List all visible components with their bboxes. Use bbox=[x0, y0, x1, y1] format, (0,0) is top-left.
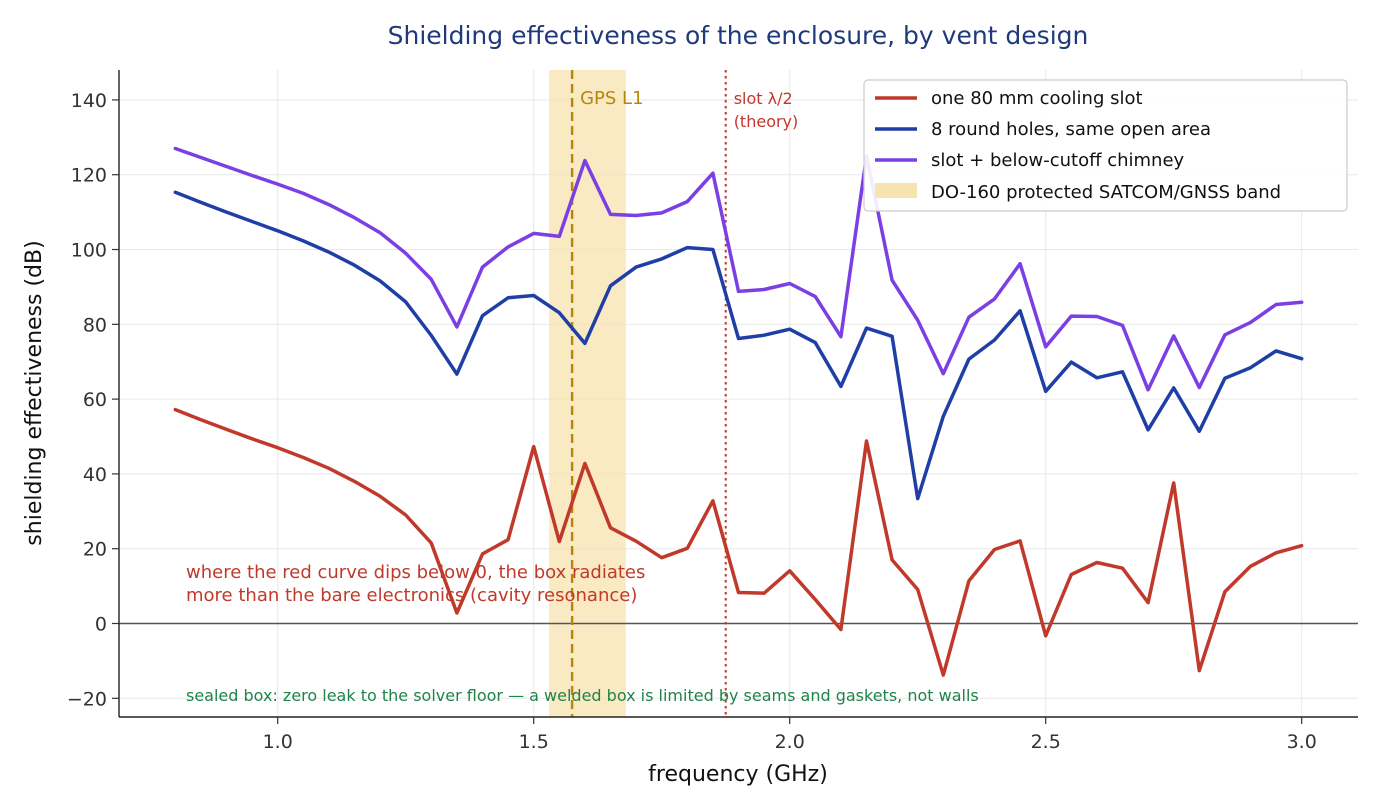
ticks: 1.0 1.5 2.0 2.5 3.0 −20 0 20 40 60 80 100 120 140 bbox=[67, 90, 1317, 753]
legend: one 80 mm cooling slot 8 round holes, sa… bbox=[863, 79, 1348, 212]
y-axis-label: shielding effectiveness (dB) bbox=[22, 240, 47, 545]
x-tick-label: 1.5 bbox=[519, 731, 549, 753]
legend-box bbox=[863, 79, 1348, 212]
y-tick-label: 40 bbox=[83, 464, 107, 486]
chart-title: Shielding effectiveness of the enclosure… bbox=[388, 21, 1089, 50]
red-curve-note-line-2: more than the bare electronics (cavity r… bbox=[186, 585, 637, 606]
y-tick-label: 20 bbox=[83, 539, 107, 561]
series-line-single-slot bbox=[173, 407, 1304, 677]
x-axis-label: frequency (GHz) bbox=[648, 762, 828, 787]
x-tick-label: 1.0 bbox=[263, 731, 293, 753]
protected-band bbox=[549, 70, 626, 717]
annotations: where the red curve dips below 0, the bo… bbox=[186, 88, 979, 705]
y-tick-label: 0 bbox=[95, 614, 107, 636]
y-tick-label: 120 bbox=[71, 165, 107, 187]
axes bbox=[118, 70, 1358, 718]
protected-band-rect bbox=[549, 70, 626, 717]
series-lines bbox=[173, 146, 1304, 677]
y-tick-label: 100 bbox=[71, 240, 107, 262]
x-tick-label: 2.5 bbox=[1031, 731, 1061, 753]
legend-swatch-band bbox=[875, 183, 917, 198]
slot-half-wave-label-line-1: slot λ/2 bbox=[734, 89, 793, 108]
legend-label-chimney: slot + below-cutoff chimney bbox=[931, 150, 1185, 171]
x-tick-label: 3.0 bbox=[1287, 731, 1317, 753]
series-line-chimney bbox=[173, 146, 1304, 392]
red-curve-note-line-1: where the red curve dips below 0, the bo… bbox=[186, 562, 645, 583]
y-tick-label: 140 bbox=[71, 90, 107, 112]
gps-l1-label: GPS L1 bbox=[580, 88, 643, 109]
x-tick-label: 2.0 bbox=[775, 731, 805, 753]
slot-half-wave-label-line-2: (theory) bbox=[734, 112, 799, 131]
y-tick-label: 80 bbox=[83, 314, 107, 336]
sealed-box-note: sealed box: zero leak to the solver floo… bbox=[186, 686, 979, 705]
reference-lines bbox=[570, 70, 727, 717]
y-tick-label: −20 bbox=[67, 688, 107, 710]
legend-label-band: DO-160 protected SATCOM/GNSS band bbox=[931, 182, 1281, 203]
y-tick-label: 60 bbox=[83, 389, 107, 411]
legend-label-round-holes: 8 round holes, same open area bbox=[931, 119, 1211, 140]
legend-label-single-slot: one 80 mm cooling slot bbox=[931, 88, 1143, 109]
series-line-round-holes bbox=[173, 190, 1304, 501]
